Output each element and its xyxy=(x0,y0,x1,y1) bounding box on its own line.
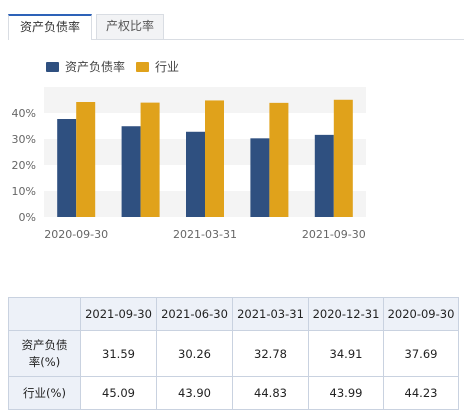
table-cell: 37.69 xyxy=(383,330,459,377)
y-axis-ticks: 0% 10% 20% 30% 40% xyxy=(12,107,36,224)
legend-item-debt-ratio[interactable]: 资产负债率 xyxy=(46,58,125,75)
table-cell: 34.91 xyxy=(308,330,384,377)
bar-industry xyxy=(269,102,289,217)
y-tick-label: 40% xyxy=(12,107,36,120)
table-header-cell: 2021-09-30 xyxy=(80,297,157,331)
tab-equity-ratio[interactable]: 产权比率 xyxy=(96,14,164,39)
table-header-row: 2021-09-30 2021-06-30 2021-03-31 2020-12… xyxy=(8,297,459,331)
legend-label-industry: 行业 xyxy=(155,60,180,74)
table-header-cell: 2021-06-30 xyxy=(156,297,233,331)
bar-industry xyxy=(333,99,353,217)
table-cell: 31.59 xyxy=(80,330,157,377)
table-row: 资产负债率(%) 31.59 30.26 32.78 34.91 37.69 xyxy=(8,330,459,377)
table-row-label: 资产负债率(%) xyxy=(8,330,81,377)
chart-bars xyxy=(57,99,353,217)
bar-debt-ratio xyxy=(250,138,270,217)
y-tick-label: 20% xyxy=(12,159,36,172)
table-row: 行业(%) 45.09 43.90 44.83 43.99 44.23 xyxy=(8,376,459,410)
bar-chart: 0% 10% 20% 30% 40% 2020-09-30 2021-03-31 2021-… xyxy=(12,87,366,241)
table-header-cell: 2020-09-30 xyxy=(383,297,459,331)
bar-debt-ratio xyxy=(121,126,141,217)
legend-swatch-industry xyxy=(136,62,149,72)
legend-label-debt-ratio: 资产负债率 xyxy=(65,60,126,74)
legend-item-industry[interactable]: 行业 xyxy=(136,58,179,75)
table-row-label: 行业(%) xyxy=(8,376,81,410)
table-header-cell: 2020-12-31 xyxy=(308,297,384,331)
tab-debt-ratio[interactable]: 资产负债率 xyxy=(8,14,92,40)
x-tick-label: 2021-09-30 xyxy=(302,228,366,241)
x-tick-label: 2021-03-31 xyxy=(173,228,237,241)
table-cell: 30.26 xyxy=(156,330,233,377)
x-tick-label: 2020-09-30 xyxy=(44,228,108,241)
table-cell: 43.90 xyxy=(156,376,233,410)
legend-swatch-debt-ratio xyxy=(46,62,59,72)
row-label-text: 行业(%) xyxy=(23,385,66,400)
bar-industry xyxy=(76,102,96,217)
table-corner-cell xyxy=(8,297,81,331)
table-cell: 43.99 xyxy=(308,376,384,410)
bar-industry xyxy=(205,100,224,217)
bar-industry xyxy=(140,102,160,217)
row-label-text: 资产负债率(%) xyxy=(21,337,68,369)
data-table: 2021-09-30 2021-06-30 2021-03-31 2020-12… xyxy=(8,297,459,410)
y-tick-label: 0% xyxy=(19,211,36,224)
y-tick-label: 30% xyxy=(12,133,36,146)
table-cell: 44.83 xyxy=(232,376,309,410)
x-axis-ticks: 2020-09-30 2021-03-31 2021-09-30 xyxy=(44,228,366,241)
table-cell: 32.78 xyxy=(232,330,309,377)
bar-debt-ratio xyxy=(57,119,77,217)
table-cell: 44.23 xyxy=(383,376,459,410)
table-cell: 45.09 xyxy=(80,376,157,410)
bar-debt-ratio xyxy=(186,131,205,217)
bar-debt-ratio xyxy=(314,134,334,217)
tab-divider xyxy=(8,39,464,40)
tab-bar: 资产负债率 产权比率 xyxy=(0,0,464,41)
y-tick-label: 10% xyxy=(12,185,36,198)
table-header-cell: 2021-03-31 xyxy=(232,297,309,331)
